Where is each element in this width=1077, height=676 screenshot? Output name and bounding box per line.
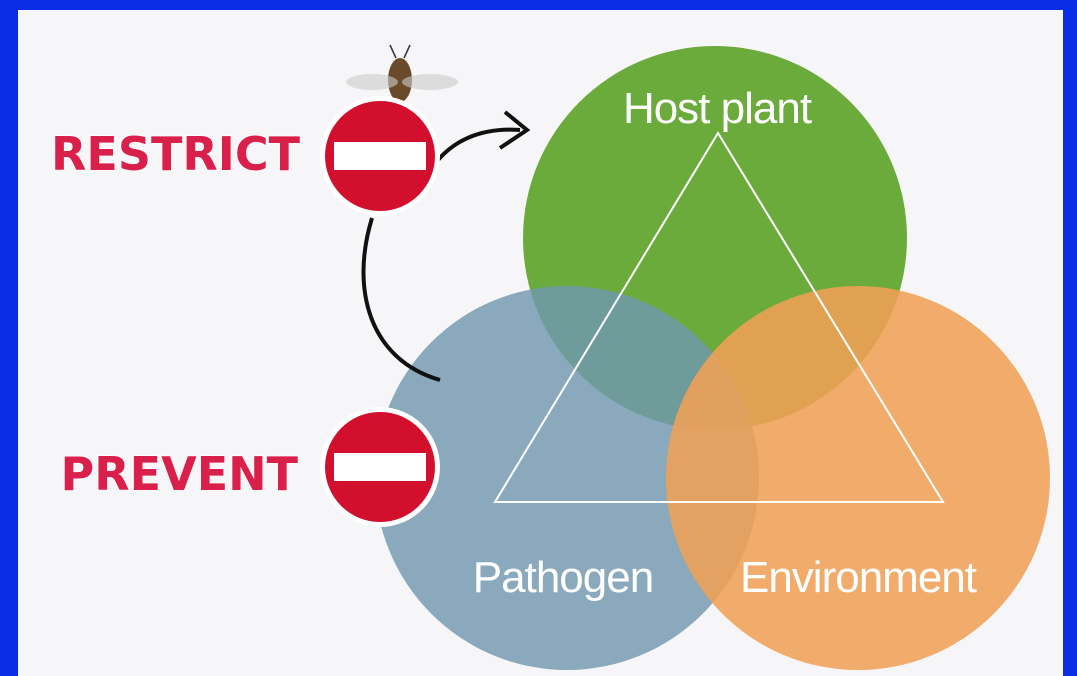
environment-circle — [666, 286, 1050, 670]
action-label: PREVENT — [61, 447, 299, 501]
slide: RESTRICT PREVENT Host plant Pathogen Env… — [0, 0, 1077, 676]
stop-sign — [320, 407, 440, 527]
page: RESTRICT PREVENT Host plant Pathogen Env… — [0, 0, 1077, 676]
node-label: Pathogen — [473, 553, 653, 602]
node-label: Environment — [740, 553, 977, 602]
node-label: Host plant — [623, 84, 812, 133]
stop-sign — [320, 96, 440, 216]
action-label: RESTRICT — [51, 127, 301, 181]
